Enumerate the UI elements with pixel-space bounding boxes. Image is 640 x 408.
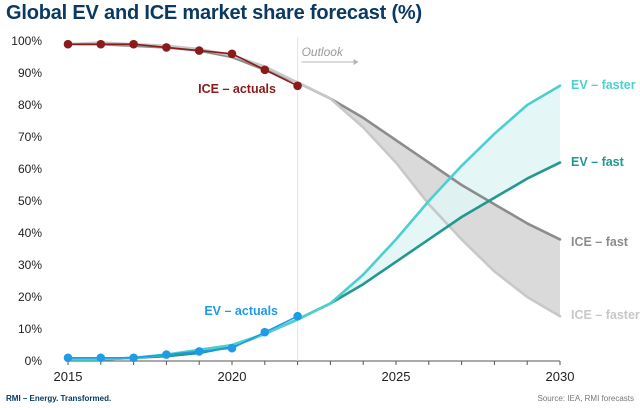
x-tick-label: 2020 (218, 369, 247, 384)
ice-actuals-point (227, 49, 237, 59)
series-label: EV – fast (571, 155, 625, 169)
x-tick-label: 2015 (54, 369, 83, 384)
series-label: EV – faster (571, 78, 636, 92)
x-axis: 2015 2020 2025 2030 (54, 360, 575, 384)
y-tick-label: 0% (25, 354, 43, 368)
ice-actuals-point (293, 81, 302, 91)
ev-actuals-point (162, 350, 171, 359)
brand-footer: RMI – Energy. Transformed. (6, 394, 112, 403)
outlook-label: Outlook (302, 45, 344, 59)
ice-actuals-point (129, 39, 138, 49)
ev-actuals-point (129, 353, 138, 363)
ev-actuals-point (260, 327, 270, 337)
actuals-markers (63, 39, 302, 363)
y-tick-label: 30% (18, 258, 42, 272)
outlook-marker: Outlook (297, 37, 359, 361)
series-label: ICE – actuals (198, 82, 276, 96)
ice-actuals-point (96, 39, 106, 49)
y-tick-label: 40% (18, 226, 42, 240)
series-label: EV – actuals (204, 304, 278, 318)
y-tick-label: 90% (18, 66, 42, 80)
series-label: ICE – fast (571, 235, 629, 249)
outlook-arrow-head (353, 59, 359, 65)
source-note: Source: IEA, RMI forecasts (537, 394, 634, 403)
x-tick-label: 2030 (546, 369, 575, 384)
ice-actuals-point (194, 46, 204, 55)
ice-actuals-line (68, 43, 298, 87)
y-tick-label: 70% (18, 130, 42, 144)
ice-actuals-point (63, 39, 73, 49)
ev-actuals-point (194, 347, 204, 356)
ev-actuals-line (68, 315, 298, 359)
ev-actuals-point (227, 343, 237, 353)
chart-title: Global EV and ICE market share forecast … (6, 2, 422, 24)
ice-actuals-point (162, 43, 171, 52)
ev-actuals-point (293, 311, 302, 321)
y-tick-label: 60% (18, 162, 42, 176)
series-label: ICE – faster (571, 308, 640, 322)
y-tick-label: 10% (18, 322, 42, 336)
ice-actuals-point (260, 65, 270, 75)
y-tick-label: 20% (18, 290, 42, 304)
ev-actuals-point (96, 353, 106, 363)
ev-actuals-point (63, 353, 73, 363)
y-tick-label: 80% (18, 98, 42, 112)
y-tick-label: 100% (11, 34, 42, 48)
y-axis: 0% 10% 20% 30% 40% 50% 60% 70% 80% 90% 100% (11, 34, 42, 368)
x-tick-label: 2025 (382, 369, 411, 384)
y-tick-label: 50% (18, 194, 42, 208)
series-labels: ICE – actuals EV – actuals EV – faster EV –… (198, 78, 640, 322)
